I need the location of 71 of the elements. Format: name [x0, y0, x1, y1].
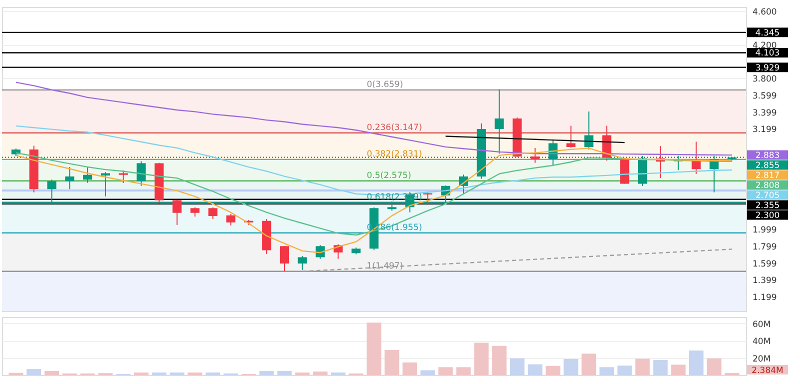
y-tick-label: 4.600 [752, 8, 777, 18]
ref-line-label: 4.345 [755, 28, 780, 38]
bar [653, 360, 668, 375]
y-tick-label: 3.199 [752, 125, 777, 136]
candlestick [387, 200, 396, 212]
bar [26, 369, 42, 375]
bar [420, 370, 435, 375]
bar [546, 366, 560, 375]
bar [402, 362, 418, 375]
candlestick [208, 206, 218, 220]
bar [564, 358, 578, 375]
legend-label: 2.300 [755, 211, 780, 222]
y-tick-label: 40M [752, 337, 771, 348]
y-tick-label: 3.599 [752, 91, 777, 102]
ref-line-label: 0.5(2.575) [366, 170, 412, 181]
candlestick [530, 147, 540, 164]
bar [44, 370, 60, 375]
candlestick [83, 166, 92, 184]
bar [366, 322, 382, 375]
y-tick-label: 1.199 [752, 292, 777, 303]
bar [456, 367, 471, 375]
bar [671, 364, 686, 375]
y-tick-label: 3.800 [752, 74, 777, 85]
bar [582, 354, 596, 375]
bar [492, 346, 507, 375]
ref-line-label: 2.355 [755, 201, 780, 212]
ref-line-label: 0(3.659) [366, 80, 404, 90]
bar [313, 372, 328, 375]
y-tick-label: 20M [752, 354, 771, 364]
candlestick [298, 255, 307, 270]
candlestick [566, 125, 576, 148]
bar [438, 367, 453, 375]
candlestick [47, 179, 56, 206]
bar [617, 366, 632, 375]
text: 2.705 [755, 191, 780, 202]
bar [259, 370, 274, 375]
candlestick [118, 170, 128, 184]
bar [474, 342, 489, 375]
bar [706, 358, 722, 375]
ref-line-label: 3.929 [755, 63, 780, 74]
ref-line-label: 0.236(3.147) [366, 122, 422, 133]
y-tick-label: 1.399 [752, 276, 777, 286]
y-tick-label: 1.999 [752, 226, 777, 236]
candlestick [423, 192, 432, 206]
bar [688, 350, 704, 375]
ref-line-label: 2.855 [755, 161, 780, 172]
bar [635, 358, 650, 375]
bar [510, 358, 524, 375]
text: 2.817 [755, 171, 780, 182]
candlestick [280, 245, 290, 272]
candlestick [136, 160, 146, 186]
ref-line-label: 1(1.497) [366, 261, 404, 272]
ref-line-label: 4.103 [755, 48, 780, 59]
y-tick-label: 60M [752, 320, 771, 330]
candlestick [190, 206, 200, 218]
bar [528, 364, 542, 375]
text: 2.384M [752, 366, 784, 376]
bar [277, 370, 292, 375]
ref-line-label: 0.382(2.831) [366, 149, 422, 160]
y-tick-label: 3.399 [752, 108, 777, 118]
candlestick [65, 166, 74, 190]
y-tick-label: 1.799 [752, 242, 777, 252]
text: 2.808 [755, 181, 780, 192]
candlestick [172, 199, 182, 226]
candlestick [494, 88, 504, 154]
candlestick [226, 214, 236, 226]
text: 2.883 [755, 151, 780, 162]
bar [599, 367, 614, 375]
line-series [302, 248, 733, 272]
y-tick-label: 1.599 [752, 259, 777, 270]
bar [384, 350, 400, 375]
